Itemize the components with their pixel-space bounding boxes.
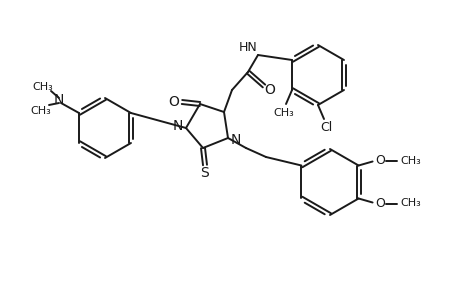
Text: O: O <box>264 83 275 97</box>
Text: S: S <box>200 166 209 180</box>
Text: O: O <box>168 95 179 109</box>
Text: O: O <box>375 197 385 210</box>
Text: CH₃: CH₃ <box>399 155 420 166</box>
Text: CH₃: CH₃ <box>273 108 294 118</box>
Text: HN: HN <box>238 40 257 53</box>
Text: Cl: Cl <box>319 121 331 134</box>
Text: N: N <box>230 133 241 147</box>
Text: O: O <box>375 154 385 167</box>
Text: N: N <box>54 93 64 107</box>
Text: CH₃: CH₃ <box>31 106 51 116</box>
Text: CH₃: CH₃ <box>33 82 53 92</box>
Text: CH₃: CH₃ <box>399 199 420 208</box>
Text: N: N <box>173 119 183 133</box>
